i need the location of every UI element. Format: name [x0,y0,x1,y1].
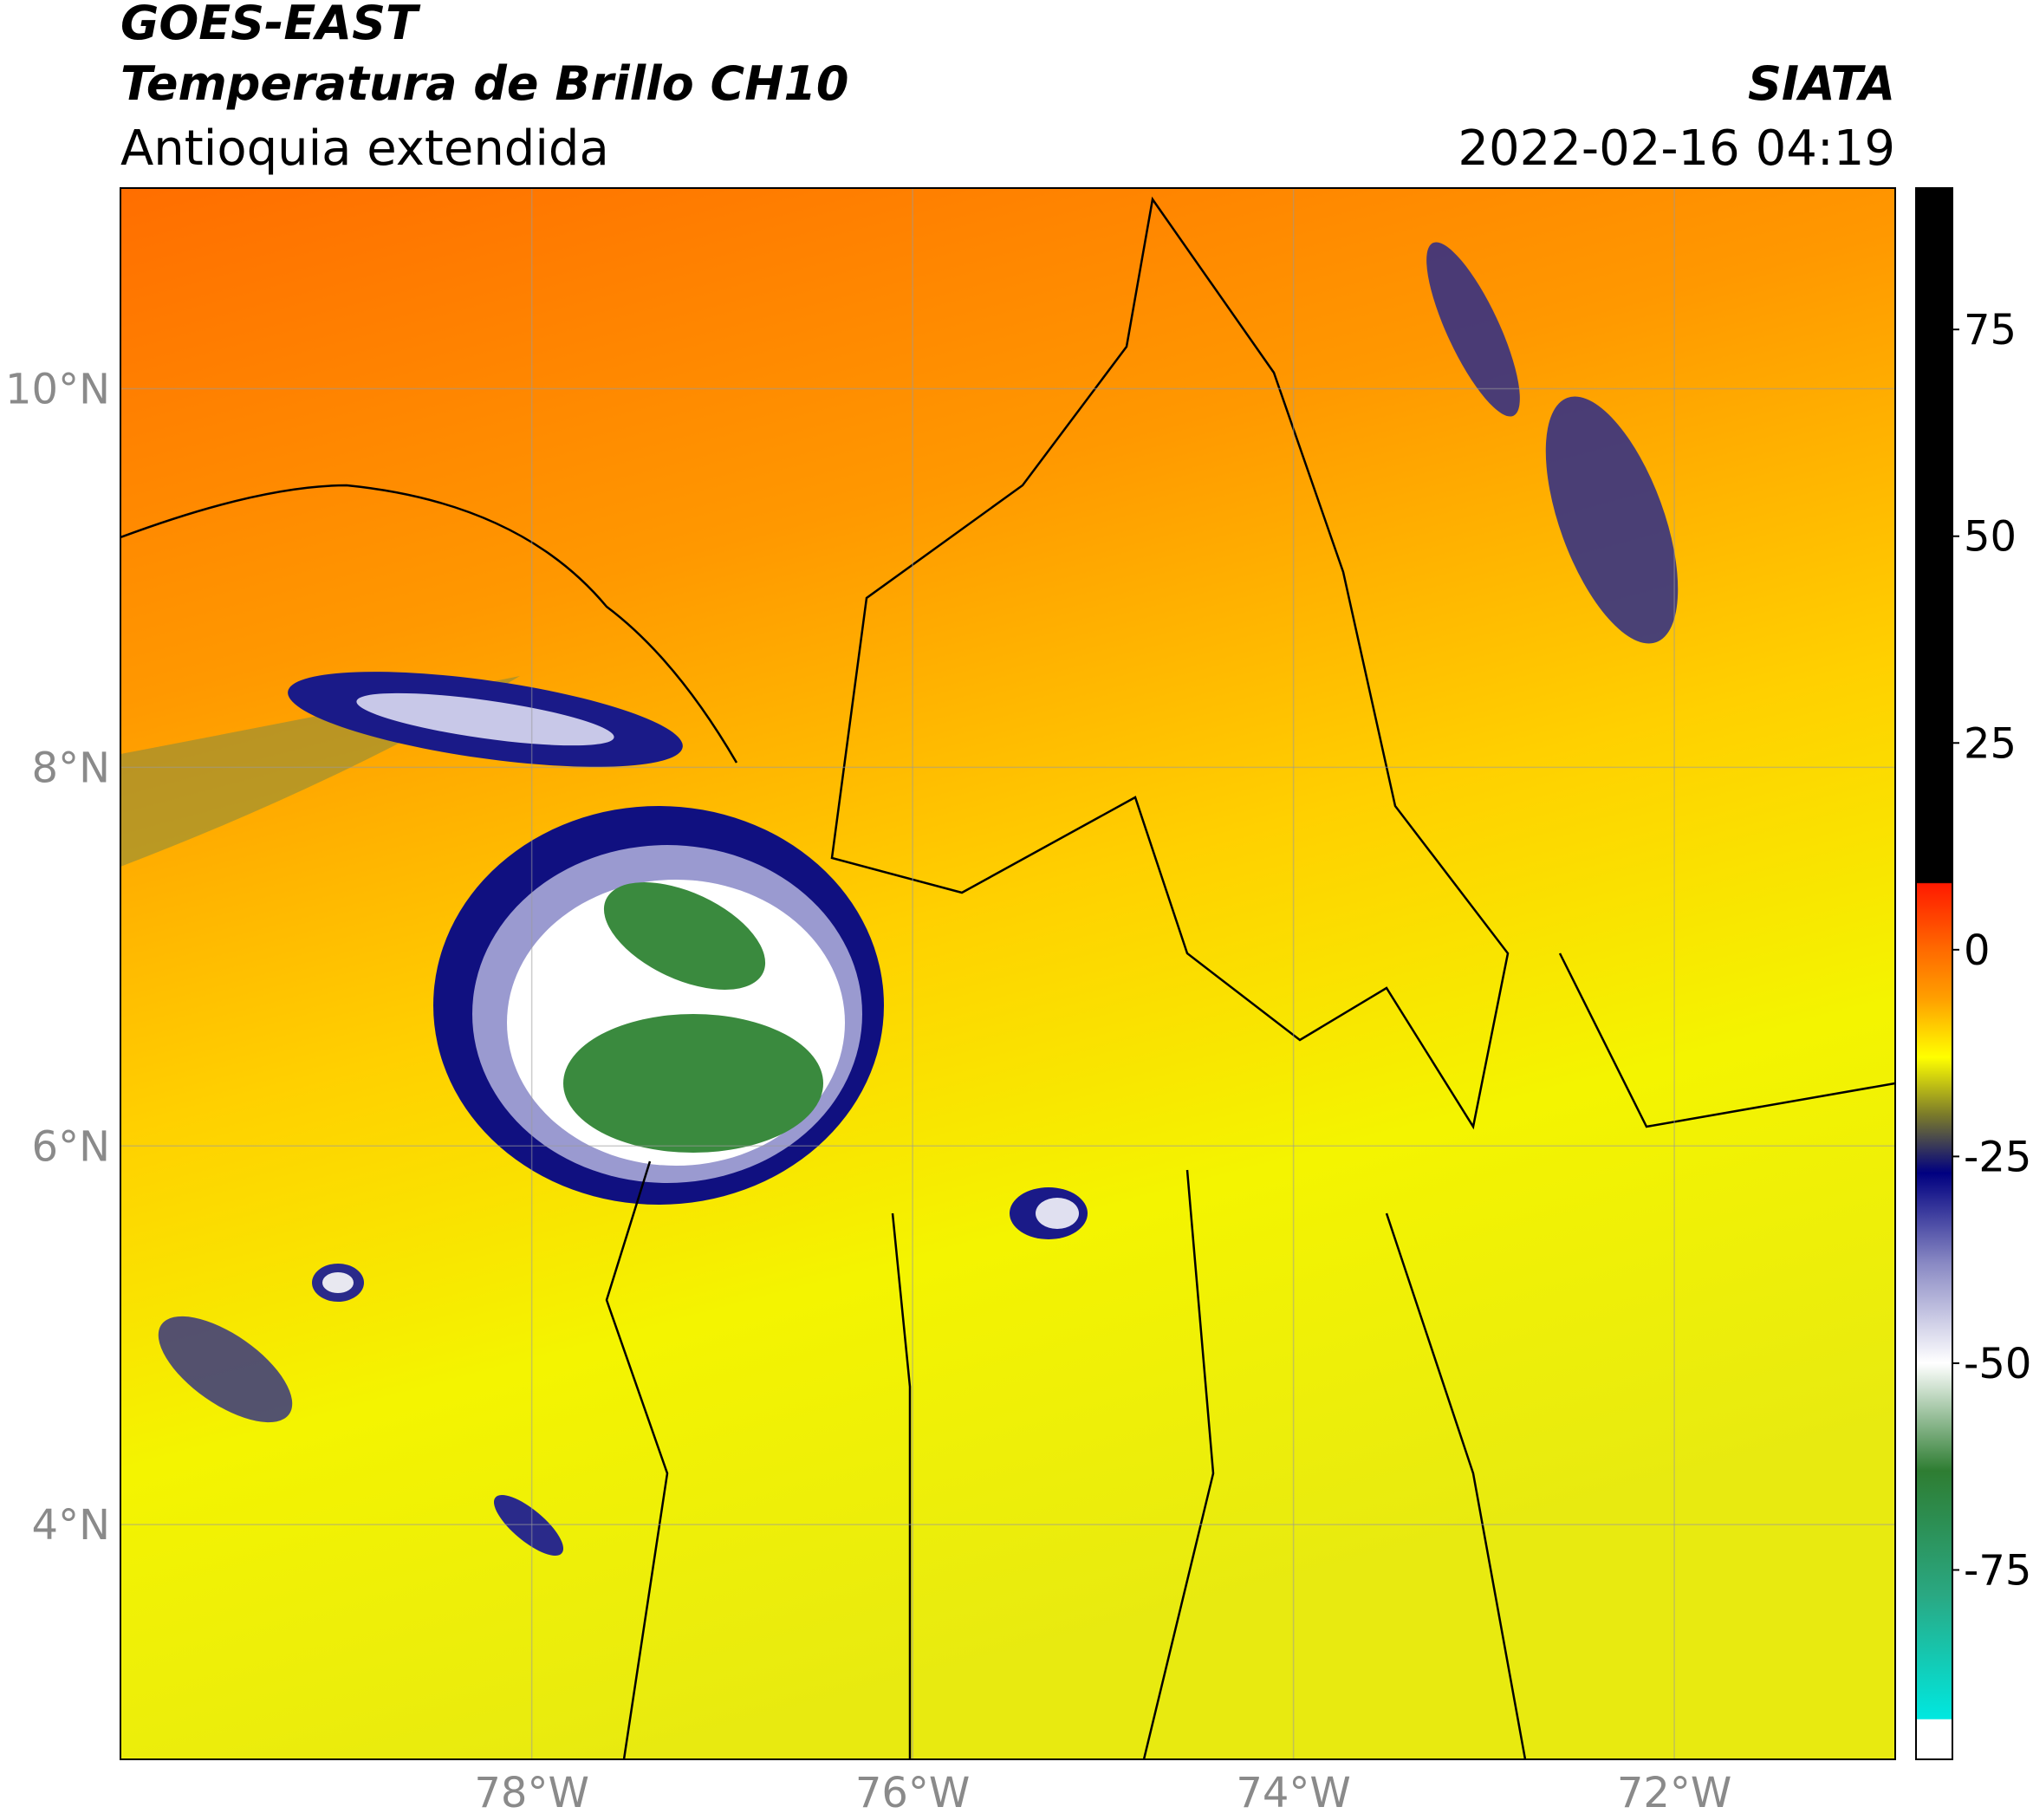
x-tick-label: 76°W [855,1769,971,1817]
colorbar-tick-label: 50 [1964,513,2017,562]
agency: SIATA [1748,56,1895,111]
storm [563,1014,823,1153]
subtitle: Antioquia extendida [120,120,609,177]
map-frame [120,187,1896,1760]
x-tick-label: 78°W [474,1769,589,1817]
colorbar-tick-label: 75 [1964,306,2017,354]
grid [120,188,1895,1759]
coastline [120,484,738,764]
colorbar-tick-label: -50 [1964,1340,2031,1388]
cloud [158,1316,293,1423]
map-background [120,188,1895,1759]
colorbar-tick-label: -25 [1964,1133,2031,1181]
y-tick-label: 10°N [5,366,110,414]
y-tick-label: 6°N [32,1122,110,1171]
x-tick-label: 74°W [1236,1769,1351,1817]
x-tick-label: 72°W [1617,1769,1732,1817]
colorbar-tick-label: 25 [1964,719,2017,768]
storm [603,882,766,990]
border [605,952,1895,1759]
y-tick-label: 8°N [32,744,110,792]
title-line2: Temperatura de Brillo CH10 [120,56,849,111]
cloud [356,692,614,746]
datetime: 2022-02-16 04:19 [1458,120,1895,177]
map-imagery [120,188,1895,1759]
cloud [322,1272,354,1293]
cloud [1545,396,1679,644]
colorbar-ticks: -75 -50 -25 0 25 50 75 [1952,306,2031,1595]
axes: 78°W 76°W 74°W 72°W 4°N 6°N 8°N 10°N [5,366,1731,1817]
cloud [1426,242,1520,417]
cloud [493,1495,564,1556]
colorbar-tick-label: 0 [1964,926,1991,975]
cloud [1036,1198,1079,1229]
title-line1: GOES-EAST [120,0,421,50]
colorbar-tick-label: -75 [1964,1546,2031,1595]
y-tick-label: 4°N [32,1501,110,1550]
colorbar [1915,187,1953,1760]
border [830,196,1510,1130]
